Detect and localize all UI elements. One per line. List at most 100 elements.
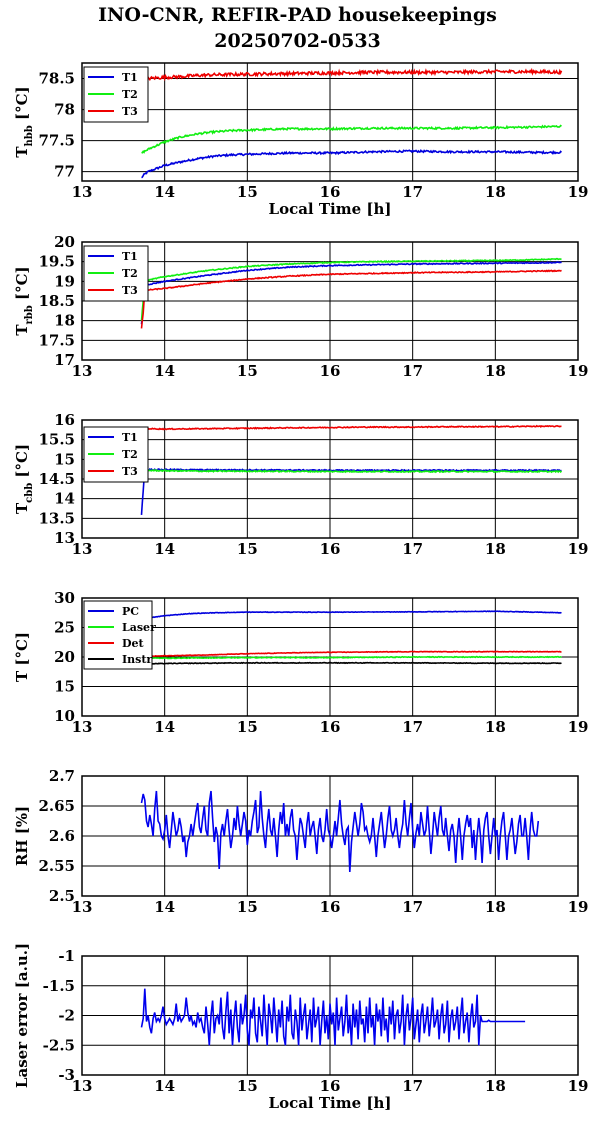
- panel-1-frame: [81, 241, 579, 361]
- panel-3-ylabel: T [°C]: [13, 632, 31, 682]
- panel-2-ytick-label: 15.5: [38, 431, 75, 449]
- panel-4-ytick-label: 2.6: [49, 827, 75, 845]
- panel-3-xtick-label: 16: [320, 718, 341, 736]
- panel-0-xtick-label: 17: [402, 183, 423, 201]
- panel-3-xtick-label: 18: [485, 718, 506, 736]
- panel-3-ytick-label: 15: [54, 678, 75, 696]
- panel-5-ytick-label: -2.5: [43, 1036, 75, 1054]
- panel-4-xtick-label: 17: [402, 898, 423, 916]
- panel-0-series-t2: [141, 124, 562, 154]
- panel-5-xtick-label: 19: [568, 1077, 589, 1095]
- panel-0-ytick-label: 78: [54, 101, 75, 119]
- panel-0-xtick-label: 18: [485, 183, 506, 201]
- panel-2-xtick-label: 19: [568, 540, 589, 558]
- panel-2-ytick-label: 13: [54, 529, 75, 547]
- panel-2-xtick-label: 14: [154, 540, 175, 558]
- panel-1-ytick-label: 19.5: [38, 253, 75, 271]
- panel-2-ytick-label: 16: [54, 411, 75, 429]
- legend-label-t3: T3: [122, 284, 138, 297]
- panel-1-ytick-label: 18.5: [38, 292, 75, 310]
- panel-0-ytick-label: 77.5: [38, 132, 75, 150]
- panel-3-ytick-label: 20: [54, 648, 75, 666]
- panel-3-legend: [83, 600, 153, 670]
- panel-2-ytick-label: 14.5: [38, 470, 75, 488]
- panel-1-xtick-label: 16: [320, 362, 341, 380]
- panel-3-ytick-label: 30: [54, 589, 75, 607]
- panel-0-ytick-label: 78.5: [38, 70, 75, 88]
- legend-label-t1: T1: [122, 431, 138, 444]
- panel-4-ytick-label: 2.55: [38, 857, 75, 875]
- panel-0-series-t1: [141, 148, 563, 179]
- panel-2-xtick-label: 16: [320, 540, 341, 558]
- panel-4-xtick-label: 19: [568, 898, 589, 916]
- panel-5-ytick-label: -1: [58, 947, 75, 965]
- panel-5-ytick-label: -2: [58, 1007, 75, 1025]
- panel-4-frame: [81, 775, 579, 897]
- legend-label-pc: PC: [122, 605, 139, 618]
- panel-4-xtick-label: 13: [72, 898, 93, 916]
- panel-3-xtick-label: 14: [154, 718, 175, 736]
- panel-0-xtick-label: 13: [72, 183, 93, 201]
- panel-3-xtick-label: 19: [568, 718, 589, 736]
- figure-subtitle: 20250702-0533: [214, 30, 381, 52]
- panel-0-xtick-label: 19: [568, 183, 589, 201]
- panel-5-xtick-label: 17: [402, 1077, 423, 1095]
- legend-label-t1: T1: [122, 71, 138, 84]
- panel-1-xtick-label: 19: [568, 362, 589, 380]
- panel-4-xtick-label: 14: [154, 898, 175, 916]
- panel-2-series-t2: [140, 468, 563, 479]
- panel-0-frame: [81, 62, 579, 182]
- panel-5-xtick-label: 13: [72, 1077, 93, 1095]
- panel-3-frame: [81, 597, 579, 717]
- panel-0-xtick-label: 15: [237, 183, 258, 201]
- panel-4: 13 14 15 16 17 18 19 2.5 2.55 2.6 2.65 2.7 RH [%]: [13, 767, 588, 916]
- panel-4-series-line: [140, 790, 540, 873]
- legend-label-t2: T2: [122, 267, 138, 280]
- panel-1-xtick-label: 18: [485, 362, 506, 380]
- legend-label-t3: T3: [122, 465, 138, 478]
- panel-2-frame: [81, 419, 579, 539]
- panel-0-series-t3: [141, 67, 563, 83]
- panel-5-ytick-label: -1.5: [43, 977, 75, 995]
- panel-3-xtick-label: 13: [72, 718, 93, 736]
- panel-4-ylabel: RH [%]: [13, 806, 31, 866]
- legend-label-t3: T3: [122, 105, 138, 118]
- panel-5-ylabel: Laser error [a.u.]: [13, 943, 31, 1088]
- panel-5-series-line: [140, 988, 526, 1046]
- panel-2-ytick-label: 14: [54, 490, 75, 508]
- legend-label-det: Det: [122, 637, 145, 650]
- panel-3-series-instr: [141, 661, 562, 666]
- panel-5: 13 14 15 16 17 18 19 -3 -2.5 -2 -1.5 -1 Laser error …: [13, 943, 588, 1112]
- panel-5-xtick-label: 15: [237, 1077, 258, 1095]
- panel-1-xtick-label: 15: [237, 362, 258, 380]
- panel-5-xlabel: Local Time [h]: [269, 1094, 392, 1112]
- panel-3-series-laser: [141, 655, 562, 660]
- panel-0-ylabel: Thbb [°C]: [13, 86, 35, 157]
- panel-2-xtick-label: 18: [485, 540, 506, 558]
- panel-2-ytick-label: 13.5: [38, 509, 75, 527]
- panel-1-series-t2: [140, 257, 562, 322]
- panel-3-xtick-label: 17: [402, 718, 423, 736]
- panel-3: 13 14 15 16 17 18 19 10 15 20 25 30 T [°C] PC Laser Det…: [13, 589, 588, 736]
- panel-3-ytick-label: 10: [54, 707, 75, 725]
- legend-label-t1: T1: [122, 250, 138, 263]
- panel-2-ylabel: Tcbb [°C]: [13, 444, 35, 514]
- panel-4-xtick-label: 15: [237, 898, 258, 916]
- panel-5-ytick-label: -3: [58, 1066, 75, 1084]
- legend-label-instr: Instr: [122, 653, 152, 666]
- panel-2-xtick-label: 13: [72, 540, 93, 558]
- panel-1-ylabel: Trbb [°C]: [13, 266, 35, 335]
- panel-1-ytick-label: 17.5: [38, 331, 75, 349]
- panel-5-xtick-label: 14: [154, 1077, 175, 1095]
- figure-title: INO-CNR, REFIR-PAD housekeepings: [98, 4, 497, 26]
- panel-0-ytick-label: 77: [54, 163, 75, 181]
- panel-4-xtick-label: 16: [320, 898, 341, 916]
- panel-2-ytick-label: 15: [54, 450, 75, 468]
- panel-4-ytick-label: 2.7: [49, 767, 75, 785]
- panel-3-series-pc: [141, 610, 562, 621]
- panel-1-xtick-label: 17: [402, 362, 423, 380]
- panel-0-xtick-label: 16: [320, 183, 341, 201]
- panel-1-series-t3: [140, 269, 562, 329]
